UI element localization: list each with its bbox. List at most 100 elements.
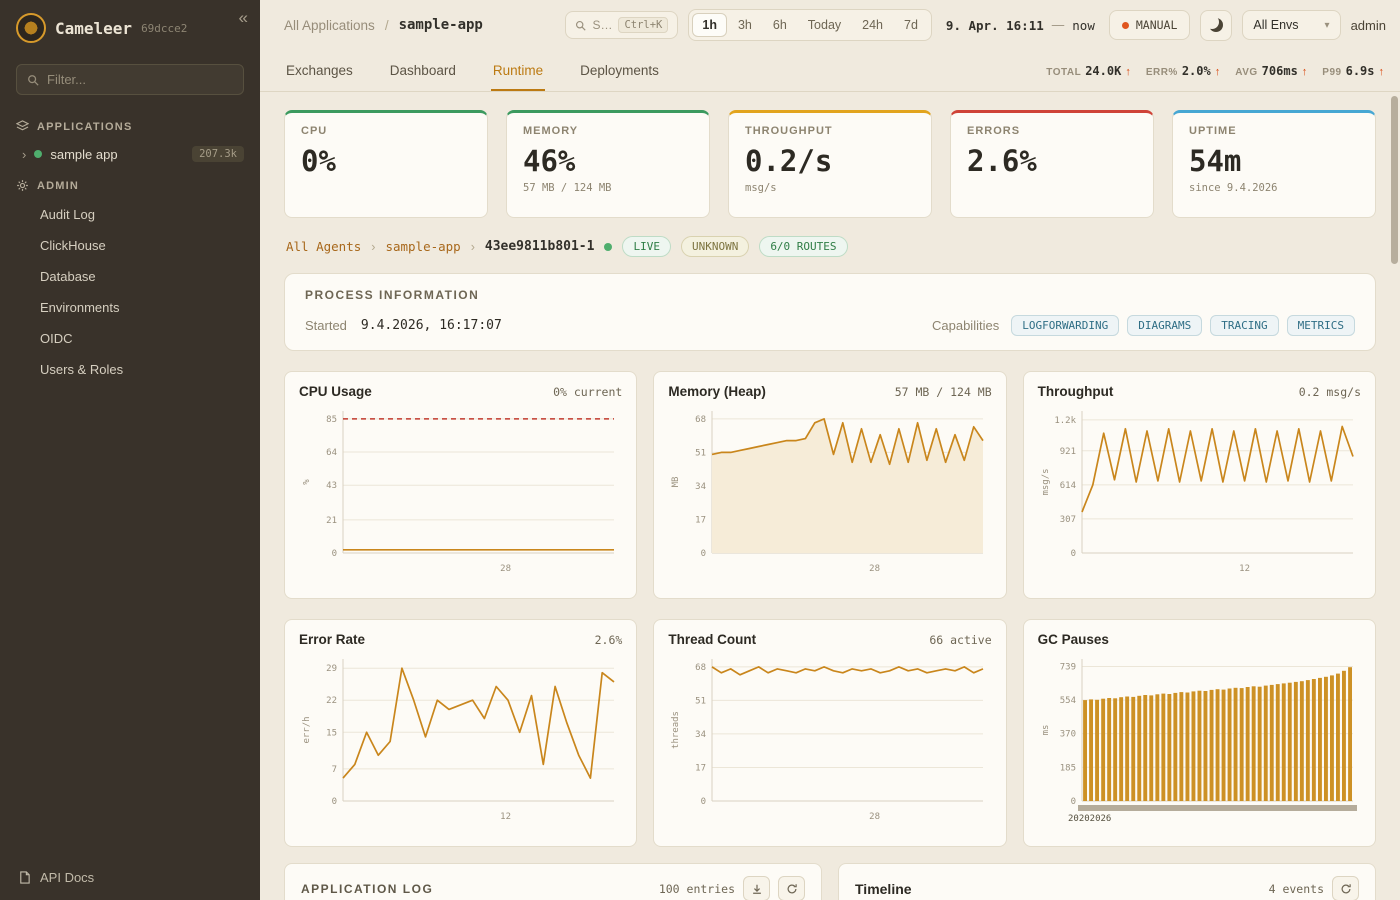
stat-total-label: TOTAL — [1046, 66, 1082, 78]
sidebar-item-environments[interactable]: Environments — [40, 300, 120, 315]
sidebar-item-sample-app[interactable]: › sample app 207.3k — [0, 140, 260, 168]
started-value: 9.4.2026, 16:17:07 — [360, 318, 502, 333]
sidebar-collapse-icon[interactable]: « — [238, 8, 248, 27]
svg-text:err/h: err/h — [302, 716, 312, 743]
time-range-today[interactable]: Today — [807, 18, 842, 32]
svg-text:28: 28 — [500, 564, 511, 574]
timeline-title: Timeline — [855, 880, 912, 897]
svg-text:7: 7 — [332, 765, 337, 775]
tabs-bar: Exchanges Dashboard Runtime Deployments … — [260, 50, 1400, 92]
tab-exchanges[interactable]: Exchanges — [286, 63, 353, 78]
time-range-3h[interactable]: 3h — [737, 18, 752, 32]
stat-card-label: ERRORS — [967, 125, 1021, 137]
stat-card-cpu: CPU 0% — [284, 110, 488, 218]
tab-dashboard[interactable]: Dashboard — [389, 63, 456, 78]
stat-card-value: 2.6% — [967, 144, 1037, 178]
chart-current-value: 57 MB / 124 MB — [894, 384, 992, 399]
applications-section-header: APPLICATIONS — [0, 109, 260, 140]
sidebar-item-clickhouse[interactable]: ClickHouse — [40, 238, 106, 253]
sidebar-item-oidc[interactable]: OIDC — [40, 331, 73, 346]
date-range-to[interactable]: now — [1072, 17, 1095, 33]
stat-cards-row: CPU 0% MEMORY 46% 57 MB / 124 MB THROUGH… — [284, 110, 1376, 218]
breadcrumb-root[interactable]: All Applications — [284, 17, 375, 33]
stat-p99: P99 6.9s ↑ — [1322, 64, 1384, 78]
environment-select-value: All Envs — [1253, 18, 1299, 32]
manual-refresh-button[interactable]: MANUAL — [1108, 10, 1191, 40]
date-range[interactable]: 9. Apr. 16:11 — now — [942, 18, 1099, 33]
chart-title: Error Rate — [299, 632, 366, 647]
memory-heap-chart: 0 17 34 51 68 MB 28 — [671, 411, 985, 574]
layers-icon — [16, 120, 29, 131]
gc-pauses-chart: 0 185 370 554 739 ms 20202026 — [1041, 659, 1357, 824]
topbar-controls: S… Ctrl+K 1h 3h 6h Today 24h 7d 9. Apr. … — [565, 9, 1386, 41]
stat-card-errors: ERRORS 2.6% — [950, 110, 1154, 218]
time-range-6h[interactable]: 6h — [772, 18, 787, 32]
refresh-icon — [1341, 883, 1351, 893]
svg-text:370: 370 — [1059, 730, 1075, 740]
svg-text:0: 0 — [332, 549, 337, 559]
admin-label: ADMIN — [37, 179, 80, 192]
svg-text:0: 0 — [1070, 797, 1075, 807]
search-icon — [576, 20, 587, 31]
dark-mode-toggle[interactable] — [1200, 9, 1233, 41]
capabilities: Capabilities LOGFORWARDING DIAGRAMS TRAC… — [932, 315, 1355, 336]
download-log-button[interactable] — [743, 876, 770, 900]
all-agents-link[interactable]: All Agents — [286, 239, 362, 254]
svg-text:21: 21 — [326, 516, 337, 526]
vertical-scrollbar[interactable] — [1391, 96, 1398, 264]
up-arrow-icon: ↑ — [1214, 65, 1221, 78]
user-menu[interactable]: admin — [1350, 17, 1386, 33]
svg-text:28: 28 — [870, 812, 881, 822]
sidebar-filter-input[interactable]: Filter... — [16, 64, 244, 95]
stat-p99-label: P99 — [1322, 66, 1342, 78]
time-range-1h[interactable]: 1h — [692, 13, 727, 37]
date-range-from[interactable]: 9. Apr. 16:11 — [945, 17, 1044, 33]
svg-text:0: 0 — [1070, 549, 1075, 559]
sidebar-item-audit-log[interactable]: Audit Log — [40, 207, 95, 222]
svg-text:ms: ms — [1041, 725, 1051, 736]
time-range-7d[interactable]: 7d — [904, 18, 918, 32]
stat-card-uptime: UPTIME 54m since 9.4.2026 — [1172, 110, 1376, 218]
application-log-title: APPLICATION LOG — [301, 881, 434, 896]
agent-id: 43ee9811b801-1 — [484, 239, 595, 254]
timeline-card: Timeline 4 events — [838, 863, 1376, 900]
refresh-timeline-button[interactable] — [1332, 876, 1359, 900]
stat-err-value: 2.0% — [1181, 63, 1211, 78]
sample-app-link[interactable]: sample-app — [385, 239, 461, 254]
chevron-right-icon: › — [470, 239, 475, 254]
started-label: Started — [305, 318, 347, 333]
app-item-count-badge: 207.3k — [192, 146, 244, 162]
svg-text:0: 0 — [701, 797, 706, 807]
environment-select[interactable]: All Envs ▾ — [1242, 10, 1341, 40]
live-badge: LIVE — [622, 236, 671, 257]
filter-placeholder: Filter... — [47, 72, 87, 87]
tab-deployments[interactable]: Deployments — [580, 63, 659, 78]
svg-text:307: 307 — [1059, 515, 1075, 525]
sidebar-item-api-docs[interactable]: API Docs — [0, 855, 260, 900]
time-range-group: 1h 3h 6h Today 24h 7d — [688, 9, 932, 41]
chart-title: Throughput — [1037, 384, 1114, 399]
svg-text:12: 12 — [1239, 564, 1250, 574]
sidebar-item-users-roles[interactable]: Users & Roles — [40, 362, 124, 377]
stat-card-label: CPU — [301, 125, 328, 137]
app-item-label: sample app — [50, 146, 118, 162]
chart-card-gc-pauses: GC Pauses 0 185 370 554 739 ms 20202026 — [1022, 619, 1376, 847]
stat-total: TOTAL 24.0K ↑ — [1046, 64, 1131, 78]
stat-card-sub: 57 MB / 124 MB — [523, 182, 612, 194]
sidebar-item-database[interactable]: Database — [40, 269, 96, 284]
stat-card-memory: MEMORY 46% 57 MB / 124 MB — [506, 110, 710, 218]
svg-text:12: 12 — [500, 812, 511, 822]
svg-text:34: 34 — [695, 482, 706, 492]
tab-runtime[interactable]: Runtime — [490, 50, 546, 91]
chevron-down-icon: ▾ — [1324, 19, 1330, 31]
chevron-right-icon[interactable]: › — [22, 146, 27, 162]
refresh-log-button[interactable] — [778, 876, 805, 900]
search-input[interactable]: S… Ctrl+K — [565, 11, 679, 39]
svg-text:185: 185 — [1059, 763, 1075, 773]
time-range-24h[interactable]: 24h — [862, 18, 884, 32]
svg-text:0: 0 — [701, 549, 706, 559]
svg-text:0: 0 — [332, 797, 337, 807]
process-information-row: Started 9.4.2026, 16:17:07 Capabilities … — [305, 315, 1355, 336]
chart-card-error-rate: Error Rate 2.6% 0 7 15 22 29 err/h 12 — [284, 619, 638, 847]
stat-card-value: 54m — [1189, 144, 1242, 178]
